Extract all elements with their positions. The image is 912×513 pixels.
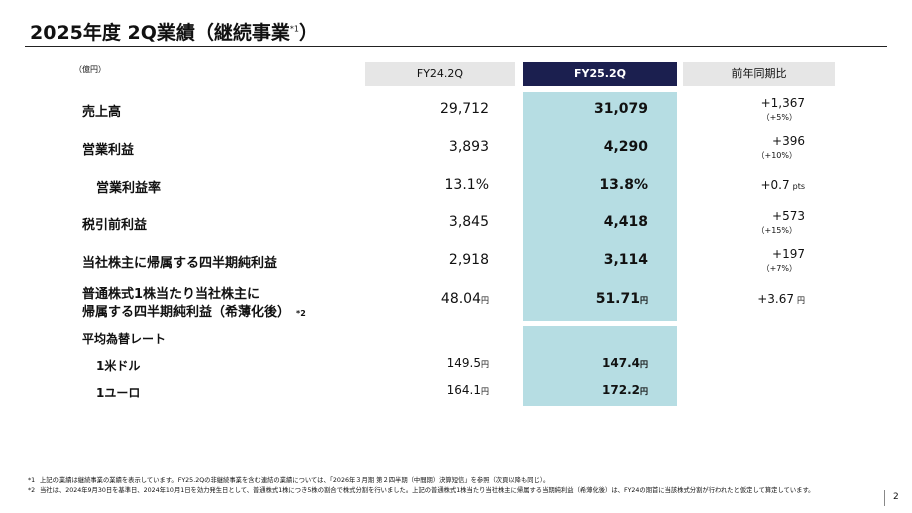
fx-prev-unit: 円 <box>481 387 489 396</box>
curr-value-value: 13.8% <box>599 177 648 193</box>
change-pct: （+15%） <box>756 226 797 235</box>
row-label: 売上高 <box>82 105 122 120</box>
row-label: 税引前利益 <box>82 218 148 233</box>
change-pct: （+10%） <box>756 151 797 160</box>
fx-curr: 147.4円 <box>602 356 648 370</box>
title-note: *1 <box>289 24 299 34</box>
row-label: 営業利益 <box>82 143 135 158</box>
header-curr: FY25.2Q <box>523 62 677 86</box>
change-unit: 円 <box>797 296 805 305</box>
fx-curr-value: 147.4 <box>602 356 640 370</box>
fx-heading: 平均為替レート <box>82 332 167 346</box>
fx-curr-value: 172.2 <box>602 383 640 397</box>
prev-value-value: 2,918 <box>448 252 489 268</box>
prev-value-unit: 円 <box>481 296 489 305</box>
page-number: 2 <box>893 492 899 502</box>
curr-value: 4,290 <box>604 139 648 155</box>
fx-curr-unit: 円 <box>640 356 648 370</box>
footnote-text: 当社は、2024年9月30日を基準日、2024年10月1日を効力発生日として、普… <box>40 487 815 494</box>
row-note: *2 <box>296 309 306 318</box>
fx-prev-unit: 円 <box>481 356 489 370</box>
curr-value-unit: 円 <box>640 291 648 307</box>
prev-value-value: 48.04 <box>440 291 481 307</box>
row-label: 帰属する四半期純利益（希薄化後） *2 <box>82 301 306 320</box>
title-close: ） <box>298 22 318 44</box>
fx-curr-unit: 円 <box>640 360 648 369</box>
row-label: 普通株式1株当たり当社株主に <box>82 287 261 302</box>
title-rule <box>25 46 887 47</box>
prev-value: 3,845 <box>449 214 489 230</box>
fx-curr: 172.2円 <box>602 383 648 397</box>
curr-value-value: 4,290 <box>603 139 648 155</box>
highlight-column <box>523 92 677 321</box>
curr-value-value: 31,079 <box>593 101 648 117</box>
curr-value: 4,418 <box>604 214 648 230</box>
change-number: +3.67 <box>757 292 794 306</box>
header-change: 前年同期比 <box>683 62 835 86</box>
footnote: *2 当社は、2024年9月30日を基準日、2024年10月1日を効力発生日として… <box>28 486 840 495</box>
prev-value-value: 3,893 <box>448 139 489 155</box>
curr-value-value: 51.71 <box>595 291 640 307</box>
curr-value-value: 4,418 <box>603 214 648 230</box>
slide-title: 2025年度 2Q業績（継続事業*1） <box>30 18 318 45</box>
change-number: +0.7 <box>760 178 790 192</box>
fx-prev: 164.1円 <box>447 383 489 397</box>
fx-prev: 149.5円 <box>447 356 489 370</box>
header-prev: FY24.2Q <box>365 62 515 86</box>
highlight-column <box>523 326 677 406</box>
fx-curr-unit: 円 <box>640 387 648 396</box>
curr-value: 51.71円 <box>596 291 648 307</box>
change-pct: （+5%） <box>761 113 797 122</box>
title-text: 2025年度 2Q業績（継続事業 <box>30 22 290 44</box>
prev-value: 13.1% <box>445 177 489 193</box>
prev-value-value: 3,845 <box>448 214 489 230</box>
fx-label: 1ユーロ <box>96 386 141 400</box>
row-label-line2: 帰属する四半期純利益（希薄化後） <box>82 305 291 320</box>
fx-prev-value: 149.5 <box>446 356 481 370</box>
row-label: 営業利益率 <box>96 181 162 196</box>
fx-curr-unit: 円 <box>640 383 648 397</box>
curr-value: 13.8% <box>599 177 648 193</box>
footnote-mark: *2 <box>28 487 36 494</box>
prev-value-value: 29,712 <box>440 101 489 117</box>
unit-label: （億円） <box>74 65 106 74</box>
row-label: 当社株主に帰属する四半期純利益 <box>82 256 278 271</box>
curr-value: 3,114 <box>604 252 648 268</box>
footnote: *1 上記の業績は継続事業の業績を表示しています。FY25.2Qの非継続事業を含む… <box>28 476 840 485</box>
change-unit: pts <box>792 182 805 191</box>
change-value: +396 <box>772 134 805 148</box>
curr-value-value: 3,114 <box>603 252 648 268</box>
prev-value-value: 13.1% <box>444 177 489 193</box>
change-value: +573 <box>772 209 805 223</box>
fx-label: 1米ドル <box>96 359 141 373</box>
change-value: +197 <box>772 247 805 261</box>
curr-value-unit: 円 <box>640 296 648 305</box>
fx-prev-unit: 円 <box>481 383 489 397</box>
prev-value: 48.04円 <box>441 291 489 307</box>
change-value: +1,367 <box>760 96 805 110</box>
prev-value-unit: 円 <box>481 291 489 307</box>
page-divider <box>884 490 885 506</box>
fx-prev-unit: 円 <box>481 360 489 369</box>
curr-value: 31,079 <box>594 101 648 117</box>
change-value: +3.67 円 <box>757 292 805 306</box>
fx-prev-value: 164.1 <box>446 383 481 397</box>
prev-value: 3,893 <box>449 139 489 155</box>
change-pct: （+7%） <box>761 264 797 273</box>
footnote-text: 上記の業績は継続事業の業績を表示しています。FY25.2Qの非継続事業を含む連結… <box>40 477 550 484</box>
footnote-mark: *1 <box>28 477 36 484</box>
prev-value: 2,918 <box>449 252 489 268</box>
prev-value: 29,712 <box>440 101 489 117</box>
change-value: +0.7 pts <box>760 178 805 192</box>
